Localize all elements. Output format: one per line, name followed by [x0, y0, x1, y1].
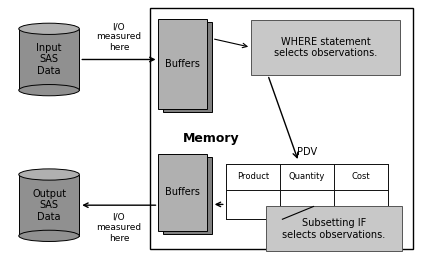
- Text: Output
SAS
Data: Output SAS Data: [32, 189, 66, 222]
- Bar: [226, 190, 280, 219]
- Bar: [334, 190, 388, 219]
- Text: Quantity: Quantity: [289, 172, 325, 181]
- Bar: [158, 154, 207, 231]
- Text: Input
SAS
Data: Input SAS Data: [36, 43, 62, 76]
- Text: Product: Product: [237, 172, 269, 181]
- Text: PDV: PDV: [297, 146, 317, 157]
- Ellipse shape: [19, 85, 79, 96]
- Bar: [163, 157, 212, 234]
- Ellipse shape: [19, 169, 79, 180]
- Bar: [163, 22, 212, 112]
- Bar: [19, 29, 79, 90]
- Text: Buffers: Buffers: [165, 59, 200, 69]
- Bar: [19, 175, 79, 236]
- Text: Memory: Memory: [183, 132, 239, 145]
- Bar: [158, 19, 207, 109]
- Bar: [280, 190, 334, 219]
- Text: Buffers: Buffers: [165, 187, 200, 197]
- Text: Subsetting IF
selects observations.: Subsetting IF selects observations.: [282, 218, 386, 240]
- Ellipse shape: [19, 230, 79, 242]
- Bar: [226, 164, 280, 190]
- Text: I/O
measured
here: I/O measured here: [96, 22, 141, 52]
- Bar: [251, 20, 400, 75]
- Text: Cost: Cost: [352, 172, 370, 181]
- Bar: [334, 164, 388, 190]
- Text: I/O
measured
here: I/O measured here: [96, 213, 141, 243]
- Bar: [266, 206, 403, 251]
- Bar: [150, 8, 413, 249]
- Bar: [226, 164, 388, 219]
- Text: WHERE statement
selects observations.: WHERE statement selects observations.: [274, 36, 377, 58]
- Bar: [280, 164, 334, 190]
- Ellipse shape: [19, 23, 79, 34]
